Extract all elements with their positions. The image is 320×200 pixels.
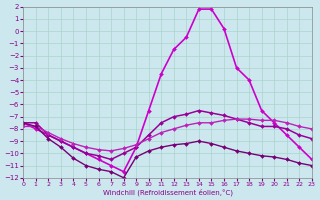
X-axis label: Windchill (Refroidissement éolien,°C): Windchill (Refroidissement éolien,°C) (102, 188, 233, 196)
